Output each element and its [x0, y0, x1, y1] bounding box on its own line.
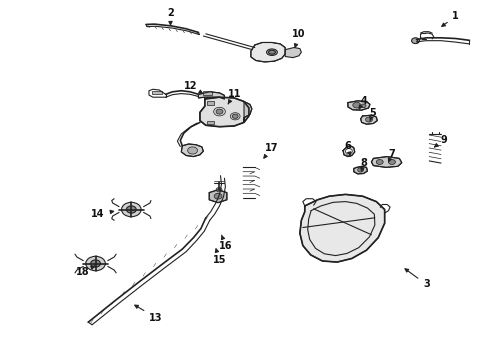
Circle shape [376, 159, 383, 165]
Text: 10: 10 [292, 29, 306, 47]
Polygon shape [371, 157, 402, 167]
Circle shape [366, 117, 372, 122]
Text: 17: 17 [264, 143, 279, 158]
Polygon shape [181, 144, 203, 157]
Text: 3: 3 [405, 269, 430, 289]
Text: 9: 9 [435, 135, 447, 147]
Circle shape [122, 202, 141, 217]
Bar [152, 91, 162, 94]
Polygon shape [361, 115, 377, 124]
Text: 18: 18 [75, 266, 95, 277]
Text: 1: 1 [442, 11, 459, 26]
Polygon shape [348, 101, 370, 110]
Ellipse shape [269, 50, 275, 54]
Bar [203, 91, 212, 95]
Circle shape [230, 113, 240, 120]
Circle shape [188, 147, 197, 154]
Bar [207, 121, 214, 124]
Circle shape [86, 256, 105, 271]
Polygon shape [198, 92, 224, 99]
Circle shape [358, 168, 364, 172]
Ellipse shape [267, 49, 277, 55]
Text: 13: 13 [135, 305, 163, 323]
Text: 11: 11 [227, 89, 241, 104]
Circle shape [91, 260, 100, 267]
Text: 8: 8 [360, 158, 367, 171]
Polygon shape [354, 166, 368, 174]
Circle shape [214, 193, 222, 199]
Circle shape [347, 153, 351, 156]
Polygon shape [209, 190, 227, 203]
Text: 16: 16 [219, 235, 232, 251]
Circle shape [232, 114, 238, 118]
Bar [207, 101, 214, 105]
Text: 14: 14 [91, 209, 114, 219]
Polygon shape [251, 42, 285, 62]
Polygon shape [343, 146, 355, 157]
Circle shape [214, 107, 225, 116]
Circle shape [126, 206, 136, 213]
Circle shape [412, 38, 419, 44]
Text: 6: 6 [344, 141, 351, 156]
Text: 4: 4 [359, 96, 367, 109]
Circle shape [361, 104, 366, 108]
Text: 12: 12 [184, 81, 203, 94]
Polygon shape [244, 102, 252, 122]
Text: 15: 15 [213, 249, 226, 265]
Circle shape [345, 149, 352, 154]
Text: 2: 2 [167, 8, 174, 25]
Circle shape [389, 159, 395, 165]
Circle shape [216, 109, 223, 114]
Polygon shape [200, 97, 249, 127]
Polygon shape [285, 48, 301, 58]
Text: 7: 7 [389, 149, 395, 162]
Circle shape [216, 188, 222, 192]
Text: 5: 5 [369, 108, 376, 121]
Polygon shape [300, 194, 385, 262]
Circle shape [353, 102, 361, 108]
